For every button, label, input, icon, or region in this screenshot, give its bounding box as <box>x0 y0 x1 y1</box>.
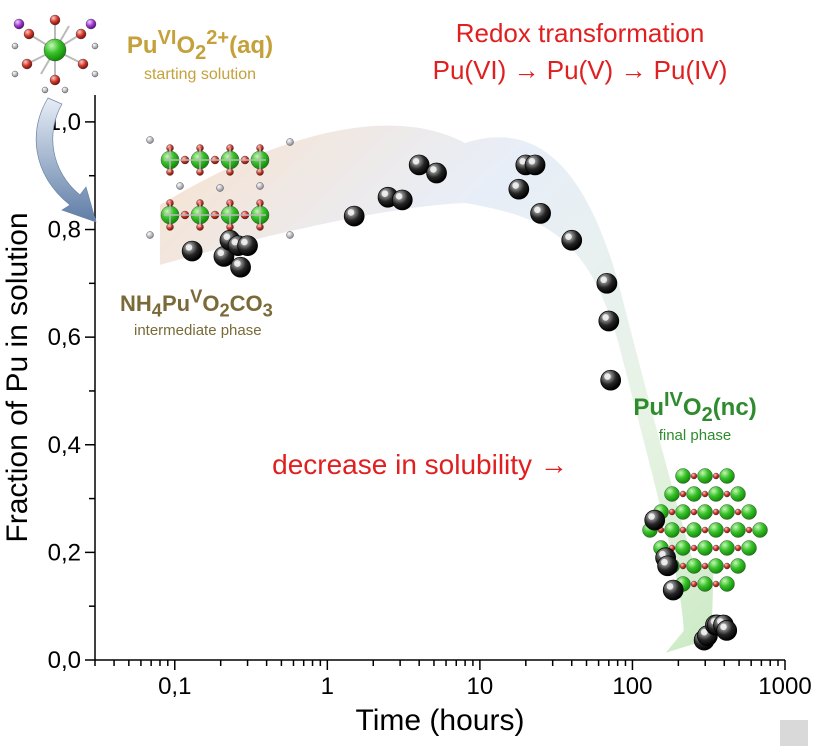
svg-text:0,0: 0,0 <box>48 647 81 674</box>
svg-text:10: 10 <box>467 673 494 700</box>
svg-text:0,8: 0,8 <box>48 217 81 244</box>
starting-molecule-graphic <box>12 15 98 93</box>
svg-text:0,1: 0,1 <box>158 673 191 700</box>
svg-text:1000: 1000 <box>758 673 811 700</box>
svg-text:0,2: 0,2 <box>48 539 81 566</box>
corner-square <box>780 720 808 746</box>
svg-text:100: 100 <box>612 673 652 700</box>
chart-svg: 0,00,20,40,60,81,00,11101001000Time (hou… <box>0 0 816 750</box>
svg-text:Fraction of Pu in solution: Fraction of Pu in solution <box>1 212 34 542</box>
svg-text:1: 1 <box>321 673 334 700</box>
svg-text:Time (hours): Time (hours) <box>356 704 525 737</box>
svg-text:0,4: 0,4 <box>48 432 81 459</box>
chart-container: 0,00,20,40,60,81,00,11101001000Time (hou… <box>0 0 816 750</box>
svg-text:0,6: 0,6 <box>48 324 81 351</box>
transformation-arrow <box>160 126 714 653</box>
